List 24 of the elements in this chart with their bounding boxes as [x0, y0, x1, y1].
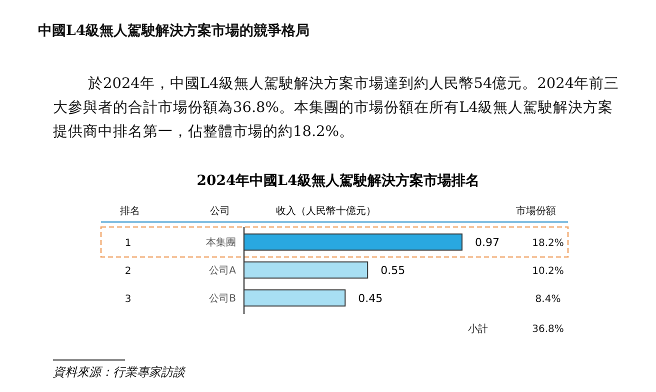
- x-axis-title: 收入（人民幣十億元）: [276, 205, 376, 217]
- text: 中國L4級無人駕駛解決方案市場的競爭格局: [38, 22, 310, 39]
- y-tick-label: 本集團: [206, 236, 236, 249]
- text: 8.4%: [535, 294, 561, 305]
- text: 市場份額: [516, 205, 556, 217]
- text: 公司: [210, 205, 230, 217]
- data-label: 0.97: [475, 236, 500, 249]
- text: 提供商中排名第一，佔整體市場的約18.2%。: [53, 123, 354, 140]
- text: 小計: [468, 323, 488, 335]
- text: 排名: [120, 205, 140, 217]
- data-label: 0.55: [380, 264, 406, 277]
- text: 2: [124, 266, 132, 277]
- text: 3: [124, 294, 132, 305]
- text: 1: [124, 238, 132, 250]
- text: 於2024年，中國L4級無人駕駛解決方案市場達到約人民幣54億元。2024年前三: [88, 75, 620, 92]
- chart-title: 2024年中國L4級無人駕駛解決方案市場排名: [196, 172, 480, 189]
- text: 大參與者的合計市場份額為36.8%。本集團的市場份額在所有L4級無人駕駛解決方案: [53, 99, 613, 116]
- y-tick-label: 公司A: [209, 264, 236, 276]
- text: 18.2%: [532, 238, 564, 250]
- source-note: 資料來源：行業專家訪談: [53, 365, 186, 379]
- data-label: 0.45: [358, 292, 383, 305]
- text: 36.8%: [532, 324, 564, 335]
- y-tick-label: 公司B: [209, 292, 236, 304]
- text: 10.2%: [532, 266, 564, 277]
